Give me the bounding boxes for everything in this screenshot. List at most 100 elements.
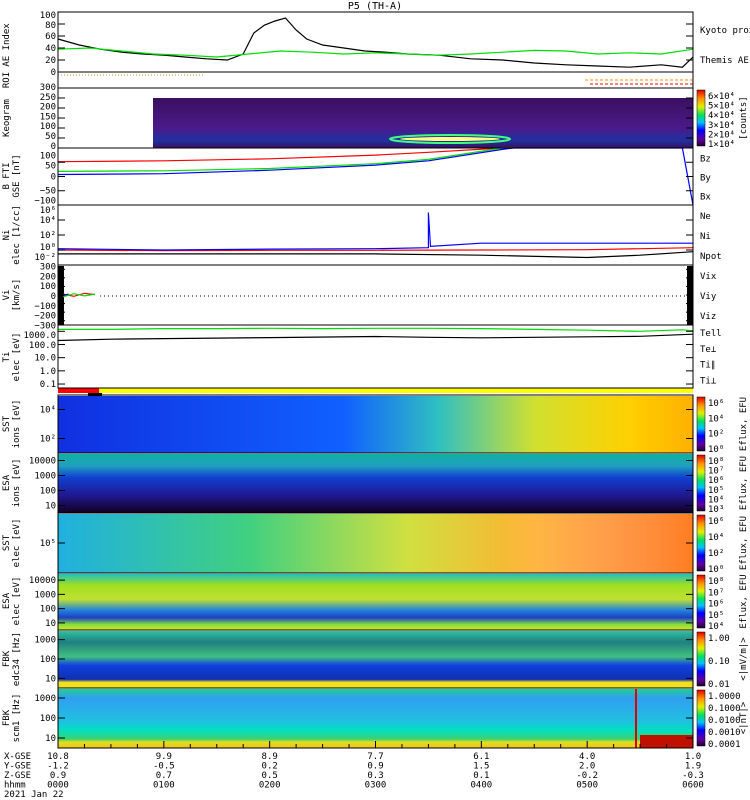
fbk_e-yunits: edc34 [Hz]	[12, 632, 22, 686]
vi-ytick-label: −200	[34, 312, 56, 322]
esa_ion-yunits: ions [eV]	[12, 459, 22, 508]
x-axis-t-value: 0100	[153, 781, 175, 791]
fbk_b-colorbar-tick: 0.0001	[708, 740, 741, 750]
sst_ion-ytick-label: 10⁴	[40, 406, 56, 416]
keogram-ytick-label: 300	[40, 83, 56, 93]
x-axis-z-value: 0.9	[50, 771, 66, 781]
x-axis-t-value: 0600	[682, 781, 704, 791]
esa_elec-yunits: elec [eV]	[12, 577, 22, 626]
x-axis-t-value: 0300	[365, 781, 387, 791]
ti-ytick-label: 100.0	[29, 341, 56, 351]
ni-ylabel: Ni	[2, 230, 12, 241]
sst_elec-ylabel: SST	[2, 534, 12, 551]
vi-ylabel: Vi	[2, 290, 12, 301]
vi-series-viy	[63, 293, 96, 298]
fbk_e-ytick-label: 10	[45, 674, 56, 684]
esa_ion-colorbar-tick: 10⁸	[708, 457, 724, 467]
sst_elec-colorbar-label: Eflux, EFU	[739, 516, 749, 570]
ae-ytick-label: 40	[45, 44, 56, 54]
ni-series-ne	[57, 247, 694, 252]
fbk-scm1-spectrogram	[58, 689, 693, 748]
ni-ytick-label: 10⁰	[40, 243, 56, 253]
sst_elec-colorbar-tick: 10⁶	[708, 517, 724, 527]
ni-yunits: elec [1/cc]	[12, 205, 22, 265]
x-axis-z-value: 0.3	[367, 771, 383, 781]
fbk_b-colorbar-label: <|nT|>	[739, 701, 749, 734]
x-axis-y-value: 0.2	[262, 762, 278, 772]
keogram-colorbar-tick: 6×10⁴	[708, 92, 735, 102]
sst_ion-colorbar-label: Eflux, EFU	[739, 397, 749, 451]
sst_ion-yunits: ions [eV]	[12, 400, 22, 449]
x-axis-x-value: 9.9	[156, 752, 172, 762]
esa_elec-ytick-label: 100	[40, 605, 56, 615]
keogram-colorbar-tick: 3×10⁴	[708, 121, 735, 131]
keogram-auroral-arc	[389, 134, 511, 144]
fbk_e-colorbar-tick: 0.01	[708, 680, 730, 690]
keogram-colorbar	[696, 89, 706, 147]
fbk-edc34-spectrogram	[58, 631, 693, 688]
esa_ion-ytick-label: 1000	[34, 472, 56, 482]
ti-frame	[57, 324, 694, 389]
fbk_b-ytick-label: 10	[45, 734, 56, 744]
keogram-colorbar-tick: 5×10⁴	[708, 102, 735, 112]
fbk_e-colorbar	[696, 631, 706, 687]
x-axis-z-value: 0.5	[262, 771, 278, 781]
keogram-ytick-label: 0	[51, 142, 56, 152]
ti-ytick-label: 10.0	[34, 354, 56, 364]
ae-ytick-label: 60	[45, 32, 56, 42]
ni-ytick-label: 10⁴	[40, 216, 56, 226]
esa_ion-colorbar-tick: 10⁶	[708, 476, 724, 486]
bfti-ytick-label: −100	[34, 196, 56, 206]
x-axis-t-value: 0500	[576, 781, 598, 791]
bfti-ytick-label: 100	[40, 152, 56, 162]
x-axis-x-value: 6.1	[473, 752, 489, 762]
fbk_b-colorbar-tick: 1.0000	[708, 692, 741, 702]
x-axis-t-value: 0200	[259, 781, 281, 791]
ae-legend-item: Kyoto proxy AE	[700, 26, 750, 36]
vi-ytick-label: 0	[51, 292, 56, 302]
x-axis-y-value: -0.5	[153, 762, 175, 772]
esa_ion-colorbar-tick: 10⁵	[708, 486, 724, 496]
ni-ytick-label: 10⁶	[40, 206, 56, 216]
sst_elec-colorbar-tick: 10⁰	[708, 565, 724, 575]
bfti-yunits: GSE [nT]	[12, 154, 22, 197]
sst_elec-colorbar-tick: 10⁴	[708, 533, 724, 543]
bfti-legend-item: By	[700, 173, 711, 183]
esa_ion-colorbar	[696, 454, 706, 512]
fbk_b-colorbar	[696, 689, 706, 747]
roi-ylabel: ROI	[2, 72, 12, 88]
esa_elec-ytick-label: 10000	[29, 576, 56, 586]
x-axis-y-value: 0.9	[367, 762, 383, 772]
bfti-series-bz	[57, 147, 514, 163]
x-axis-y-value: 2.0	[579, 762, 595, 772]
esa_ion-colorbar-label: Eflux, EFU	[739, 456, 749, 510]
fbk_e-colorbar-tick: 0.10	[708, 657, 730, 667]
ni-legend-item: Ni	[700, 232, 711, 242]
sst_elec-colorbar-tick: 10²	[708, 549, 724, 559]
sst-ion-spectrogram	[58, 396, 693, 453]
fbk_e-ylabel: FBK	[2, 650, 12, 667]
ni-series-npot	[57, 212, 693, 251]
ti-legend-item: Ti⊥	[700, 376, 717, 386]
esa_elec-ytick-label: 10	[45, 619, 56, 629]
vi-yunits: [km/s]	[12, 279, 22, 312]
x-axis-t-value: 0000	[47, 781, 69, 791]
x-axis-y-value: 1.5	[473, 762, 489, 772]
fbk_e-ytick-label: 1000	[34, 636, 56, 646]
vi-frame	[57, 264, 694, 326]
sst_ion-colorbar-tick: 10⁴	[708, 414, 724, 424]
ti-ytick-label: 0.1	[40, 380, 56, 390]
keogram-ytick-label: 50	[45, 132, 56, 142]
esa_elec-colorbar-tick: 10⁵	[708, 611, 724, 621]
ti-series-tell	[57, 333, 694, 342]
x-axis-z-value: -0.3	[682, 771, 704, 781]
ti-ylabel: Ti	[2, 352, 12, 363]
x-axis-row-label: Y-GSE	[4, 762, 31, 772]
esa_elec-colorbar-tick: 10⁸	[708, 577, 724, 587]
keogram-ylabel: Keogram	[2, 99, 12, 137]
keogram-colorbar-tick: 2×10⁴	[708, 130, 735, 140]
fbk_b-ylabel: FBK	[2, 709, 12, 726]
fbk-scm1-lowfreq-red	[640, 735, 693, 748]
keogram-ytick-label: 150	[40, 112, 56, 122]
